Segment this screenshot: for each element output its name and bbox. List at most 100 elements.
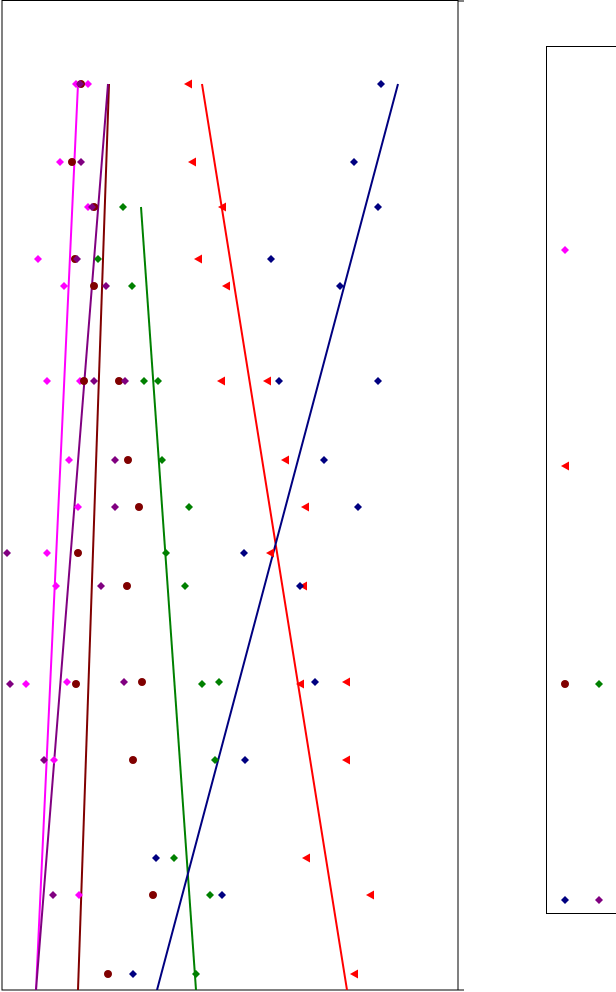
point xyxy=(296,679,304,689)
point xyxy=(152,854,160,862)
point xyxy=(301,502,309,512)
point xyxy=(302,853,310,863)
point xyxy=(263,376,271,386)
point xyxy=(266,548,274,558)
point xyxy=(215,678,223,686)
point xyxy=(336,282,344,290)
point xyxy=(218,891,226,899)
point xyxy=(218,202,226,212)
point xyxy=(22,680,30,688)
legend-marker xyxy=(561,896,569,904)
point xyxy=(111,503,119,511)
point xyxy=(60,282,68,290)
point xyxy=(3,549,11,557)
point xyxy=(63,678,71,686)
point xyxy=(170,854,178,862)
trend-line xyxy=(201,83,348,991)
point xyxy=(128,282,136,290)
trend-line xyxy=(35,83,79,991)
point xyxy=(198,680,206,688)
point xyxy=(217,376,225,386)
legend-marker xyxy=(595,896,603,904)
point xyxy=(140,377,148,385)
point xyxy=(188,157,196,167)
point xyxy=(162,549,170,557)
point xyxy=(52,582,60,590)
point xyxy=(68,158,76,166)
point xyxy=(120,678,128,686)
point xyxy=(119,203,127,211)
point xyxy=(366,890,374,900)
point xyxy=(241,756,249,764)
trend-line xyxy=(156,83,399,991)
point xyxy=(185,503,193,511)
point xyxy=(56,158,64,166)
point xyxy=(222,281,230,291)
point xyxy=(102,282,110,290)
point xyxy=(267,255,275,263)
point xyxy=(135,503,143,511)
point xyxy=(350,158,358,166)
point xyxy=(342,677,350,687)
point xyxy=(320,456,328,464)
legend xyxy=(546,46,616,914)
point xyxy=(129,970,137,978)
point xyxy=(90,377,98,385)
point xyxy=(206,891,214,899)
point xyxy=(72,680,80,688)
legend-marker xyxy=(561,246,569,254)
point xyxy=(154,377,162,385)
point xyxy=(240,549,248,557)
point xyxy=(49,891,57,899)
point xyxy=(374,203,382,211)
point xyxy=(40,756,48,764)
point xyxy=(158,456,166,464)
point xyxy=(6,680,14,688)
point xyxy=(77,158,85,166)
point xyxy=(111,456,119,464)
point xyxy=(275,377,283,385)
point xyxy=(311,678,319,686)
point xyxy=(104,970,112,978)
point xyxy=(34,255,42,263)
point xyxy=(192,970,200,978)
legend-marker xyxy=(595,680,603,688)
point xyxy=(138,678,146,686)
point xyxy=(184,79,192,89)
point xyxy=(350,969,358,979)
point xyxy=(73,255,81,263)
point xyxy=(75,891,83,899)
legend-marker xyxy=(561,461,569,471)
point xyxy=(50,756,58,764)
point xyxy=(84,80,92,88)
point xyxy=(296,582,304,590)
plot-frame xyxy=(1,0,459,991)
point xyxy=(65,456,73,464)
point xyxy=(354,503,362,511)
point xyxy=(88,203,96,211)
point xyxy=(181,582,189,590)
point xyxy=(123,582,131,590)
legend-marker xyxy=(561,680,569,688)
point xyxy=(80,377,88,385)
point xyxy=(342,755,350,765)
point xyxy=(377,80,385,88)
point xyxy=(121,377,129,385)
point xyxy=(115,377,123,385)
point xyxy=(281,455,289,465)
point xyxy=(97,582,105,590)
trend-line xyxy=(140,206,197,991)
point xyxy=(43,549,51,557)
point xyxy=(374,377,382,385)
point xyxy=(76,80,84,88)
trend-line xyxy=(35,83,109,991)
point xyxy=(94,255,102,263)
point xyxy=(43,377,51,385)
point xyxy=(149,891,157,899)
point xyxy=(74,503,82,511)
point xyxy=(124,456,132,464)
trend-line xyxy=(77,83,110,991)
point xyxy=(129,756,137,764)
point xyxy=(211,756,219,764)
